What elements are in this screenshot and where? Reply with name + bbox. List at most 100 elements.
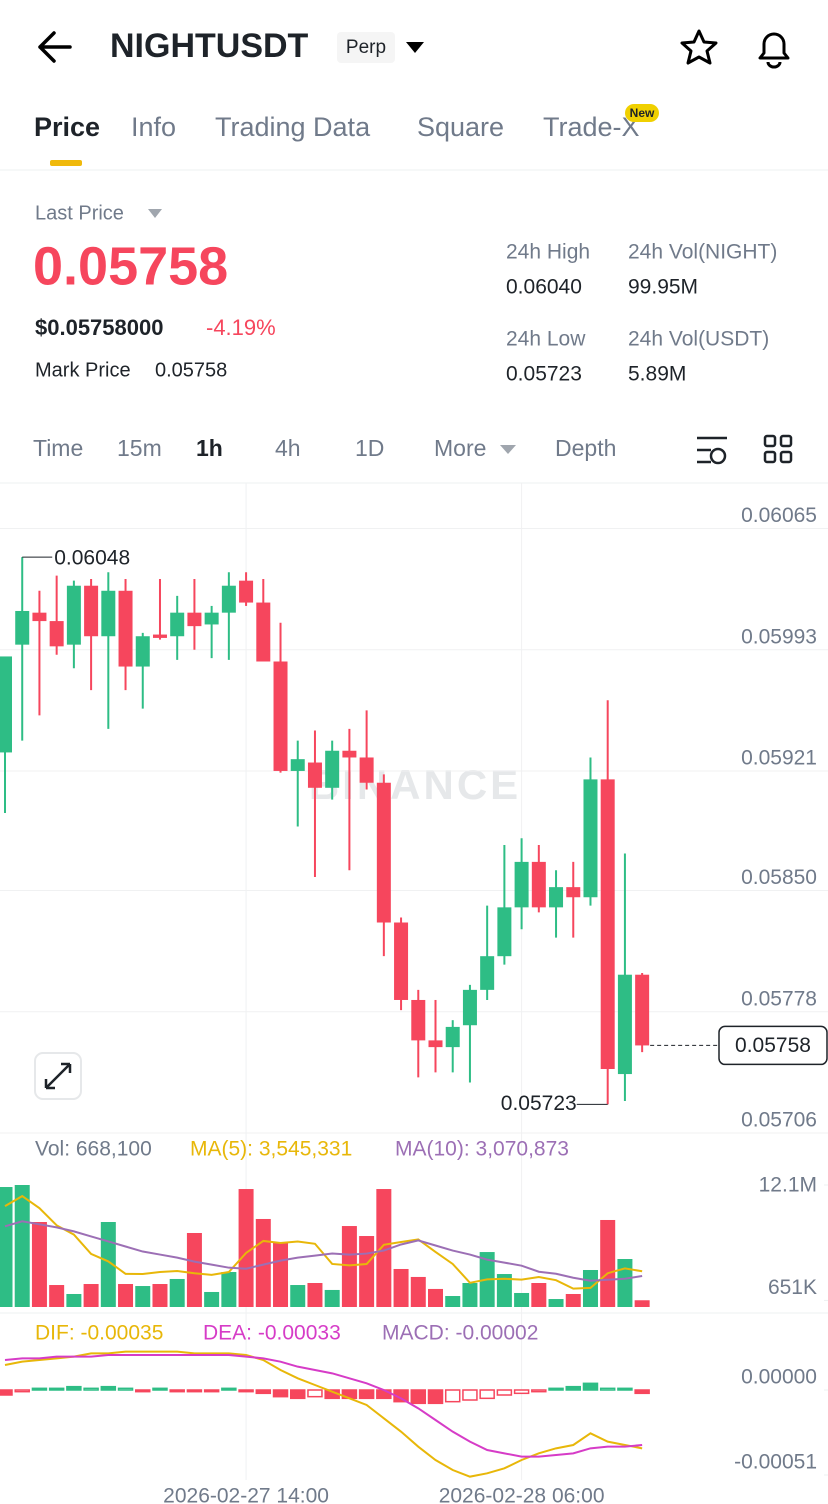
- interval-bar: Time 15m 1h 4h 1D More Depth: [33, 435, 616, 461]
- macd-bar: [66, 1385, 82, 1391]
- volume-bar: [359, 1236, 375, 1307]
- candle-body: [480, 956, 495, 990]
- tab[interactable]: Trade-X: [543, 112, 640, 142]
- candle-body: [359, 757, 374, 783]
- macd-bar: [83, 1387, 99, 1391]
- candle-body: [32, 612, 47, 622]
- legend-entry: DEA: -0.00033: [203, 1322, 341, 1345]
- y-tick-label: 651K: [768, 1276, 817, 1299]
- macd-bar: [238, 1389, 254, 1393]
- favorite-button[interactable]: [680, 29, 718, 65]
- symbol: NIGHTUSDT: [110, 27, 309, 65]
- candle-body: [0, 656, 12, 753]
- macd-bar: [272, 1389, 289, 1398]
- macd-bar: [496, 1389, 513, 1396]
- volume-bar: [31, 1222, 47, 1307]
- macd-bar: [255, 1389, 272, 1395]
- last-price-box: [718, 1025, 828, 1066]
- volume-bar: [273, 1242, 289, 1307]
- new-badge-bg: [625, 104, 659, 122]
- tab-indicator: [50, 160, 82, 166]
- symbol-dropdown[interactable]: [406, 42, 424, 53]
- interval[interactable]: More: [434, 435, 486, 461]
- tab[interactable]: Price: [34, 112, 100, 142]
- layout-button[interactable]: [763, 434, 793, 464]
- stat-value: 99.95M: [628, 276, 698, 299]
- candle-body: [376, 782, 391, 923]
- volume-bar: [617, 1259, 633, 1307]
- last-price: 0.05758: [33, 236, 228, 296]
- alert-button[interactable]: [758, 32, 790, 69]
- last-price-label[interactable]: Last Price: [35, 202, 124, 224]
- x-tick-label: 2026-02-28 06:00: [439, 1485, 605, 1504]
- candle-body: [514, 861, 529, 908]
- macd-bar: [444, 1389, 461, 1403]
- stats: 24h High 0.06040 24h Vol(NIGHT) 99.95M 24h L…: [506, 241, 777, 386]
- macd-bar: [462, 1389, 478, 1401]
- y-tick-label: 0.05850: [741, 866, 817, 889]
- expand-icon: [44, 1062, 72, 1090]
- macd-bar: [376, 1389, 392, 1400]
- candle-body: [49, 621, 64, 647]
- volume-bar: [462, 1283, 478, 1307]
- candle-body: [635, 974, 650, 1046]
- legend-entry: MACD: -0.00002: [382, 1322, 538, 1345]
- volume-bar: [221, 1272, 237, 1307]
- candle-body: [135, 636, 150, 667]
- volume-bar: [152, 1284, 168, 1307]
- macd-bar: [117, 1387, 134, 1391]
- mark-price: 0.05758: [155, 359, 227, 381]
- stat-label: 24h High: [506, 241, 590, 264]
- macd-bar: [31, 1387, 48, 1391]
- indicator-settings[interactable]: [697, 436, 727, 465]
- back-button[interactable]: [38, 31, 72, 63]
- indicator-line: [4, 1354, 643, 1458]
- volume-bar: [324, 1289, 340, 1307]
- macd-bar: [634, 1389, 650, 1395]
- interval[interactable]: 4h: [275, 435, 301, 461]
- candle-body: [187, 612, 202, 627]
- volume-bar: [341, 1226, 357, 1307]
- tab[interactable]: Trading Data: [215, 112, 371, 142]
- candle-body: [617, 974, 632, 1075]
- interval[interactable]: 15m: [117, 435, 162, 461]
- macd-bar: [14, 1389, 30, 1393]
- tab[interactable]: Info: [131, 112, 176, 142]
- volume-bar: [14, 1185, 30, 1307]
- candle-body: [221, 585, 236, 613]
- volume-bar: [565, 1293, 581, 1307]
- badge-bg: [337, 32, 395, 63]
- interval[interactable]: Time: [33, 435, 83, 461]
- candle-body: [256, 602, 271, 662]
- volume-bar: [186, 1232, 202, 1307]
- volume-bar: [600, 1219, 616, 1307]
- volume-bar: [531, 1283, 547, 1307]
- interval[interactable]: Depth: [555, 435, 616, 461]
- macd-bar: [307, 1389, 323, 1398]
- tab[interactable]: Square: [417, 112, 504, 142]
- volume-bar: [290, 1285, 306, 1307]
- y-tick-label: 0.05993: [741, 625, 817, 648]
- macd-bar: [513, 1389, 530, 1395]
- volume-bar: [204, 1291, 220, 1307]
- candle-body: [428, 1040, 443, 1048]
- macd-bar: [531, 1389, 547, 1393]
- volume-bar: [169, 1278, 185, 1307]
- candle-body: [84, 585, 99, 637]
- candle-body: [531, 861, 546, 908]
- volume-bar: [66, 1293, 82, 1307]
- volume-bar: [634, 1300, 650, 1307]
- price-change: -4.19%: [206, 315, 276, 340]
- macd-bar: [358, 1389, 375, 1400]
- candle-body: [118, 590, 133, 667]
- macd-bar: [565, 1385, 582, 1391]
- candle-body: [325, 750, 340, 788]
- interval[interactable]: 1D: [355, 435, 384, 461]
- candle-body: [204, 612, 219, 625]
- interval[interactable]: 1h: [196, 435, 223, 461]
- macd-bar: [0, 1389, 13, 1396]
- candle-body: [66, 585, 81, 645]
- stat-value: 0.05723: [506, 363, 582, 386]
- macd-bar: [221, 1387, 237, 1391]
